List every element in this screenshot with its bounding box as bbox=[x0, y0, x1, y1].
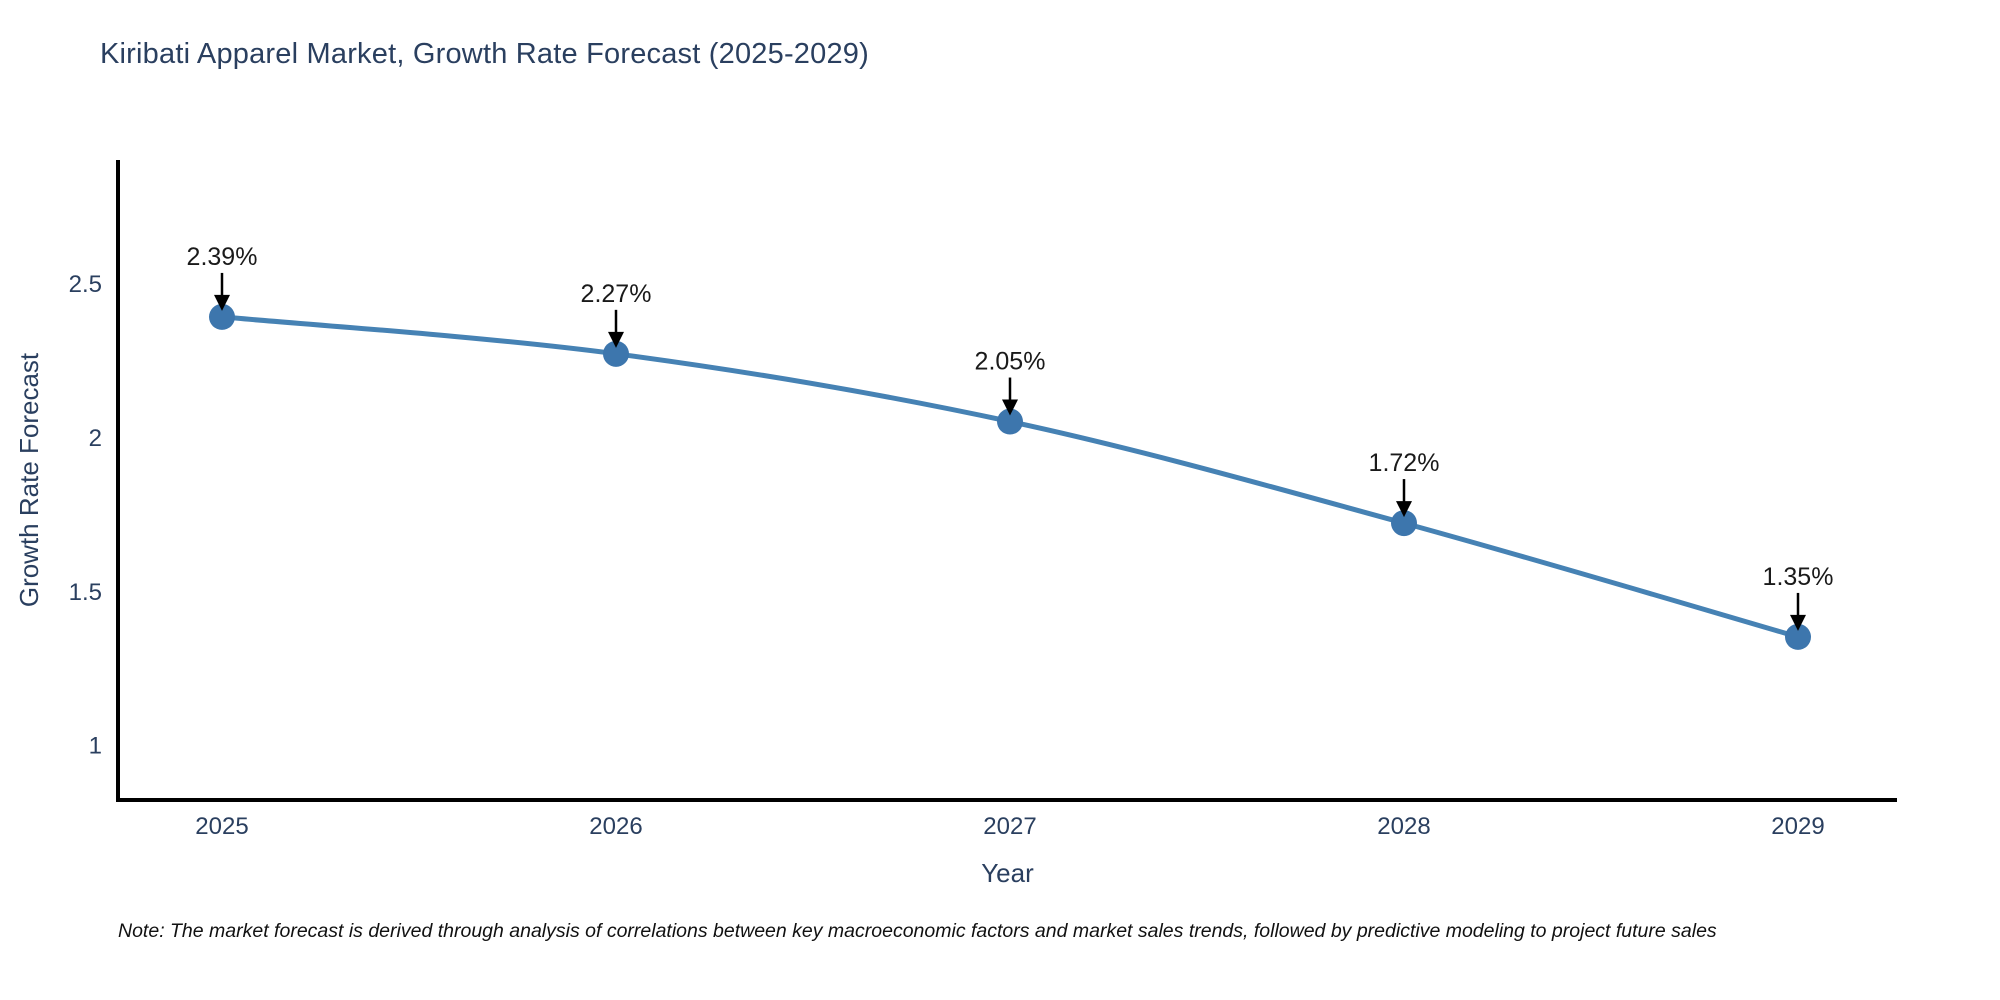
annotation-arrow-head bbox=[1396, 501, 1412, 518]
data-point-2026 bbox=[603, 340, 629, 367]
data-label-2029: 1.35% bbox=[1763, 563, 1834, 591]
x-tick-label: 2026 bbox=[589, 813, 642, 840]
annotation-arrow-head bbox=[1790, 614, 1806, 631]
data-label-2026: 2.27% bbox=[581, 280, 652, 308]
x-tick-label: 2028 bbox=[1377, 813, 1430, 840]
annotation-arrow-head bbox=[608, 331, 624, 348]
annotation-arrow-head bbox=[214, 294, 230, 311]
chart-title: Kiribati Apparel Market, Growth Rate For… bbox=[100, 38, 869, 70]
data-label-2028: 1.72% bbox=[1369, 449, 1440, 477]
y-tick-label: 1 bbox=[89, 733, 102, 760]
data-label-2025: 2.39% bbox=[187, 243, 258, 271]
x-axis-title: Year bbox=[981, 858, 1034, 888]
y-axis-title: Growth Rate Forecast bbox=[14, 352, 44, 607]
x-tick-label: 2027 bbox=[983, 813, 1036, 840]
annotation-arrow-head bbox=[1002, 399, 1018, 416]
x-tick-label: 2025 bbox=[195, 813, 248, 840]
y-tick-label: 1.5 bbox=[69, 579, 102, 606]
data-label-2027: 2.05% bbox=[975, 348, 1046, 376]
y-tick-label: 2.5 bbox=[69, 271, 102, 298]
footnote: Note: The market forecast is derived thr… bbox=[118, 920, 1717, 942]
data-point-2029 bbox=[1785, 623, 1811, 650]
data-point-2027 bbox=[997, 408, 1023, 435]
data-point-2025 bbox=[209, 303, 235, 330]
data-point-2028 bbox=[1391, 510, 1417, 537]
y-tick-label: 2 bbox=[89, 425, 102, 452]
x-tick-label: 2029 bbox=[1771, 813, 1824, 840]
